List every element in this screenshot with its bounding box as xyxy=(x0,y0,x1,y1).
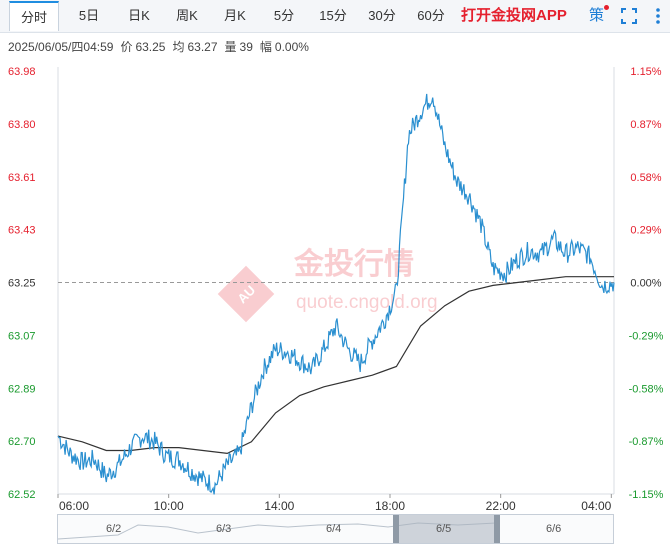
price-label: 价 xyxy=(120,40,133,54)
y-tick-label: 63.43 xyxy=(8,225,36,237)
x-tick-label: 14:00 xyxy=(264,499,294,512)
y-tick-label: 63.80 xyxy=(8,119,36,131)
y-tick-label-pct: -0.58% xyxy=(629,383,664,395)
watermark-brand: 金投行情 xyxy=(293,247,414,282)
notification-dot xyxy=(604,5,609,10)
y-tick-label: 63.98 xyxy=(8,66,36,78)
x-tick-label: 18:00 xyxy=(375,499,405,512)
y-tick-label: 63.61 xyxy=(8,172,36,184)
tab-60min[interactable]: 60分 xyxy=(417,8,445,23)
y-tick-label-pct: 0.87% xyxy=(630,119,661,131)
y-tick-label-pct: 1.15% xyxy=(630,66,661,78)
navigator-label-6-2: 6/2 xyxy=(106,523,122,535)
strategy-button[interactable]: 策 xyxy=(589,7,605,24)
navigator-label-6-5: 6/5 xyxy=(436,523,452,535)
navigator-label-6-4: 6/4 xyxy=(326,523,342,535)
avg-value: 63.27 xyxy=(187,40,218,54)
average-price-line xyxy=(57,276,614,455)
tab-30min[interactable]: 30分 xyxy=(368,8,396,23)
navigator-left-handle[interactable] xyxy=(393,515,399,543)
avg-label: 均 xyxy=(172,40,185,54)
y-tick-label-pct: -0.87% xyxy=(629,436,664,448)
y-axis-left: 63.98 63.80 63.61 63.43 63.25 63.07 62.89 62.70… xyxy=(8,66,36,501)
tab-5day[interactable]: 5日 xyxy=(78,8,100,23)
navigator-label-6-6: 6/6 xyxy=(546,523,562,535)
change-label: 幅 xyxy=(259,40,272,54)
y-tick-label: 62.52 xyxy=(8,489,36,501)
tab-5min[interactable]: 5分 xyxy=(273,8,295,23)
y-tick-label-pct: 0.58% xyxy=(630,172,661,184)
volume-value: 39 xyxy=(239,40,253,54)
y-tick-label: 63.07 xyxy=(8,330,36,342)
more-icon[interactable] xyxy=(649,7,667,25)
tab-monthly-k[interactable]: 月K xyxy=(224,8,246,23)
timeshare-chart[interactable]: AU 金投行情 quote.cngold.org 63.98 63.80 63.61… xyxy=(0,56,670,512)
y-axis-right: 1.15% 0.87% 0.58% 0.29% 0.00% -0.29% -0.58% -0.… xyxy=(629,66,664,501)
time-navigator[interactable]: 6/2 6/3 6/4 6/5 6/6 xyxy=(57,514,614,544)
tab-daily-k[interactable]: 日K xyxy=(128,8,150,23)
x-tick-label: 10:00 xyxy=(154,499,184,512)
price-line xyxy=(57,93,615,495)
navigator-selection[interactable] xyxy=(396,515,496,543)
y-tick-label-pct: 0.29% xyxy=(630,225,661,237)
tab-timeshare[interactable]: 分时 xyxy=(9,1,59,31)
x-tick-label: 22:00 xyxy=(486,499,516,512)
price-value: 63.25 xyxy=(135,40,166,54)
y-tick-label-pct: -0.29% xyxy=(629,330,664,342)
quote-datetime: 2025/06/05/四04:59 xyxy=(8,40,114,54)
y-tick-label: 63.25 xyxy=(8,278,36,290)
x-tick-label: 06:00 xyxy=(59,499,89,512)
y-tick-label-pct: 0.00% xyxy=(630,278,661,290)
period-toolbar: 分时 5日 日K 周K 月K 5分 15分 30分 60分 打开金投网APP 策 xyxy=(0,0,670,33)
watermark-site: quote.cngold.org xyxy=(296,292,438,313)
navigator-right-handle[interactable] xyxy=(494,515,500,543)
fullscreen-icon[interactable] xyxy=(620,7,638,25)
y-tick-label-pct: -1.15% xyxy=(629,489,664,501)
navigator-label-6-3: 6/3 xyxy=(216,523,232,535)
quote-info-bar: 2025/06/05/四04:59 价 63.25 均 63.27 量 39 幅 0.00% xyxy=(8,38,316,55)
tab-15min[interactable]: 15分 xyxy=(319,8,347,23)
tab-weekly-k[interactable]: 周K xyxy=(176,8,198,23)
x-tick-label: 04:00 xyxy=(581,499,611,512)
watermark: AU 金投行情 quote.cngold.org xyxy=(217,247,438,323)
volume-label: 量 xyxy=(224,40,237,54)
x-axis: 06:00 10:00 14:00 18:00 22:00 04:00 xyxy=(57,494,612,512)
y-tick-label: 62.89 xyxy=(8,383,36,395)
open-app-link[interactable]: 打开金投网APP xyxy=(461,7,567,24)
change-value: 0.00% xyxy=(274,40,309,54)
y-tick-label: 62.70 xyxy=(8,436,36,448)
